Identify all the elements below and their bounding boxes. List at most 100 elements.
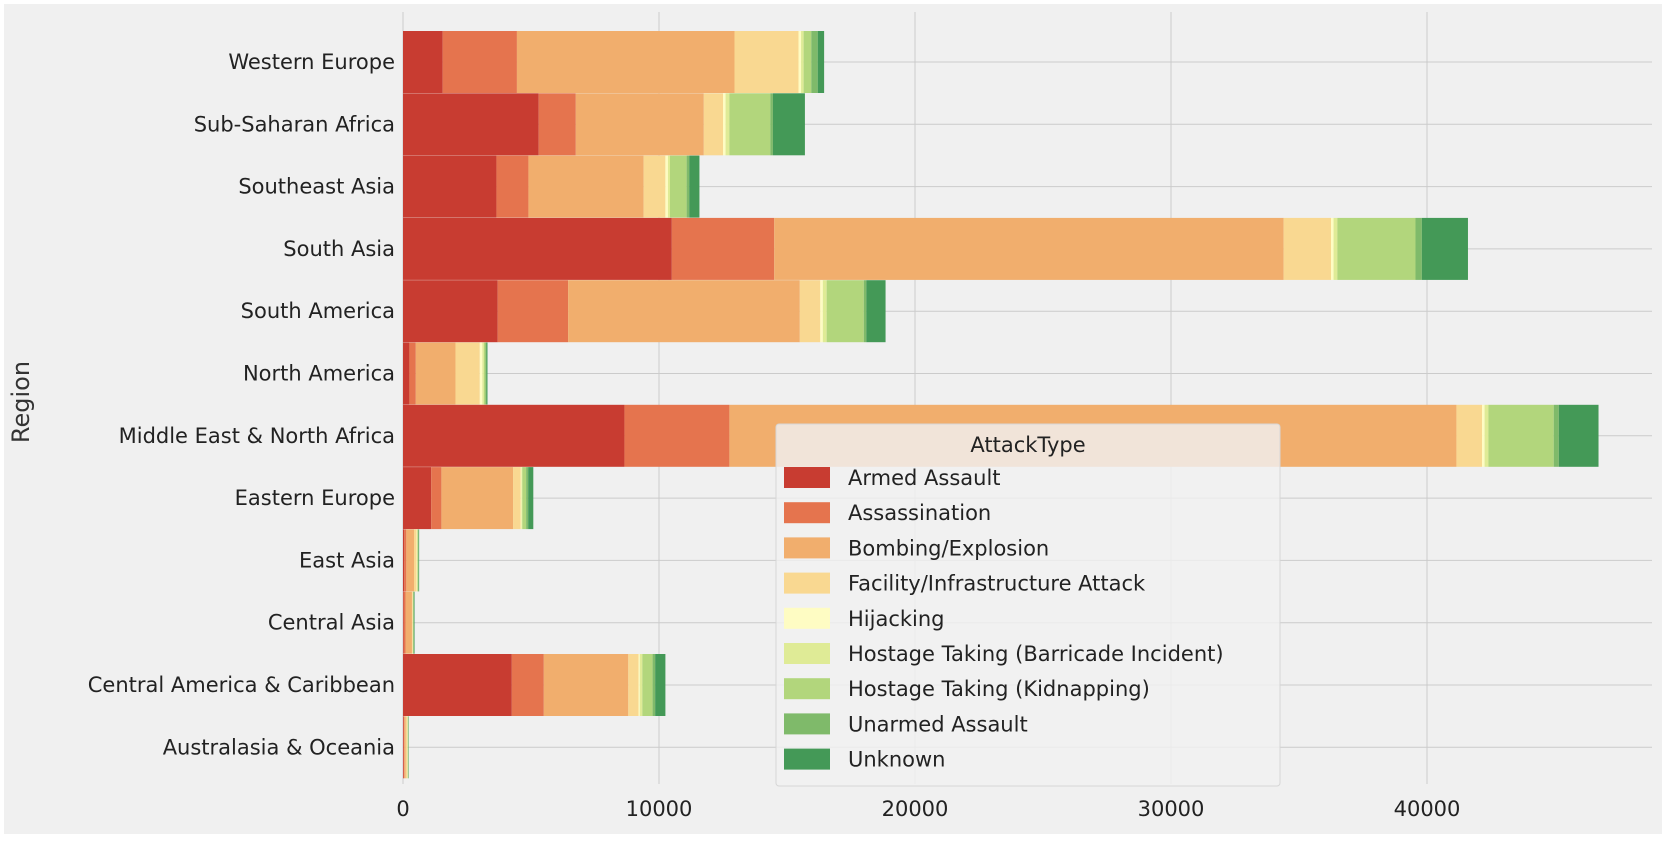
bar-southeast-asia-armed-assault [403, 156, 496, 218]
bar-central-america-and-caribbean-hijacking [639, 654, 640, 716]
x-tick-label-40000: 40000 [1394, 797, 1461, 821]
bar-north-america-hostage-taking-kidnapping [484, 343, 486, 405]
bar-central-america-and-caribbean-unarmed-assault [653, 654, 656, 716]
legend-swatch-unknown [784, 749, 830, 770]
y-tick-label-south-asia: South Asia [283, 237, 395, 261]
bar-central-america-and-caribbean-armed-assault [403, 654, 512, 716]
bar-western-europe-hostage-taking-kidnapping [804, 31, 812, 93]
bar-central-asia-facility-infrastructure-attack [412, 592, 413, 654]
bar-south-asia-facility-infrastructure-attack [1284, 218, 1331, 280]
bar-southeast-asia-assassination [496, 156, 528, 218]
bar-sub-saharan-africa-facility-infrastructure-attack [704, 93, 723, 155]
bar-north-america-hostage-taking-barricade-incident [482, 343, 484, 405]
bar-western-europe-bombing-explosion [517, 31, 735, 93]
y-tick-label-southeast-asia: Southeast Asia [238, 175, 395, 199]
bar-middle-east-and-north-africa-unarmed-assault [1554, 405, 1559, 467]
bar-south-asia-armed-assault [403, 218, 672, 280]
bar-central-america-and-caribbean-facility-infrastructure-attack [628, 654, 638, 716]
y-tick-label-north-america: North America [243, 362, 395, 386]
bar-australasia-and-oceania-facility-infrastructure-attack [406, 716, 408, 778]
legend-label-bombing-explosion: Bombing/Explosion [848, 536, 1049, 560]
bar-central-america-and-caribbean-unknown [655, 654, 665, 716]
bar-central-asia-armed-assault [403, 592, 404, 654]
bar-western-europe-unarmed-assault [811, 31, 817, 93]
bar-eastern-europe-armed-assault [403, 467, 431, 529]
bar-north-america-bombing-explosion [416, 343, 456, 405]
x-tick-label-0: 0 [396, 797, 409, 821]
x-tick-label-30000: 30000 [1138, 797, 1205, 821]
y-tick-label-central-asia: Central Asia [268, 611, 395, 635]
bar-central-america-and-caribbean-assassination [512, 654, 544, 716]
legend-swatch-facility-infrastructure-attack [784, 573, 830, 594]
bar-middle-east-and-north-africa-unknown [1559, 405, 1599, 467]
y-tick-label-australasia-and-oceania: Australasia & Oceania [163, 735, 395, 759]
bar-south-asia-unknown [1422, 218, 1468, 280]
bar-southeast-asia-hostage-taking-barricade-incident [668, 156, 670, 218]
bar-sub-saharan-africa-bombing-explosion [576, 93, 704, 155]
bar-eastern-europe-bombing-explosion [441, 467, 513, 529]
bar-southeast-asia-bombing-explosion [528, 156, 643, 218]
bar-middle-east-and-north-africa-armed-assault [403, 405, 624, 467]
bar-eastern-europe-unknown [528, 467, 533, 529]
bar-australasia-and-oceania-hostage-taking-kidnapping [408, 716, 409, 778]
legend-label-unarmed-assault: Unarmed Assault [848, 712, 1028, 736]
bar-east-asia-armed-assault [403, 529, 404, 591]
bar-australasia-and-oceania-armed-assault [403, 716, 404, 778]
bar-east-asia-hostage-taking-barricade-incident [417, 529, 418, 591]
bar-eastern-europe-unarmed-assault [526, 467, 528, 529]
bar-sub-saharan-africa-assassination [539, 93, 576, 155]
bar-central-asia-assassination [404, 592, 406, 654]
bar-western-europe-hostage-taking-barricade-incident [801, 31, 804, 93]
bar-east-asia-hijacking [417, 529, 418, 591]
bar-east-asia-hostage-taking-kidnapping [418, 529, 419, 591]
bar-middle-east-and-north-africa-assassination [624, 405, 729, 467]
legend-label-armed-assault: Armed Assault [848, 466, 1001, 490]
bar-central-asia-unknown [414, 592, 415, 654]
bar-sub-saharan-africa-unarmed-assault [770, 93, 773, 155]
bar-north-america-unarmed-assault [485, 343, 486, 405]
bar-southeast-asia-unknown [689, 156, 699, 218]
legend-swatch-bombing-explosion [784, 537, 830, 558]
bar-eastern-europe-assassination [431, 467, 441, 529]
bar-east-asia-unarmed-assault [418, 529, 419, 591]
bar-western-europe-unknown [818, 31, 824, 93]
bar-south-asia-hijacking [1331, 218, 1334, 280]
bar-south-asia-bombing-explosion [774, 218, 1283, 280]
bar-middle-east-and-north-africa-hostage-taking-kidnapping [1488, 405, 1553, 467]
bar-north-america-hijacking [480, 343, 483, 405]
legend-swatch-hostage-taking-barricade-incident [784, 643, 830, 664]
bar-middle-east-and-north-africa-hijacking [1482, 405, 1485, 467]
bar-eastern-europe-facility-infrastructure-attack [513, 467, 521, 529]
bar-southeast-asia-unarmed-assault [687, 156, 690, 218]
bar-central-america-and-caribbean-hostage-taking-kidnapping [642, 654, 652, 716]
legend-label-unknown: Unknown [848, 748, 945, 772]
bar-south-america-hostage-taking-kidnapping [827, 280, 864, 342]
bar-southeast-asia-hostage-taking-kidnapping [670, 156, 687, 218]
bar-sub-saharan-africa-hostage-taking-barricade-incident [726, 93, 730, 155]
y-tick-label-western-europe: Western Europe [228, 50, 395, 74]
bar-south-asia-hostage-taking-kidnapping [1337, 218, 1415, 280]
bar-middle-east-and-north-africa-facility-infrastructure-attack [1456, 405, 1482, 467]
legend-swatch-hostage-taking-kidnapping [784, 678, 830, 699]
bar-sub-saharan-africa-hostage-taking-kidnapping [729, 93, 770, 155]
bar-north-america-assassination [409, 343, 415, 405]
bar-western-europe-armed-assault [403, 31, 443, 93]
bar-north-america-armed-assault [403, 343, 409, 405]
legend-label-hijacking: Hijacking [848, 607, 945, 631]
legend-label-facility-infrastructure-attack: Facility/Infrastructure Attack [848, 572, 1146, 596]
bar-southeast-asia-facility-infrastructure-attack [644, 156, 666, 218]
legend-label-hostage-taking-barricade-incident: Hostage Taking (Barricade Incident) [848, 642, 1224, 666]
legend-label-assassination: Assassination [848, 501, 991, 525]
bar-western-europe-hijacking [799, 31, 802, 93]
y-tick-label-south-america: South America [241, 299, 395, 323]
bar-western-europe-facility-infrastructure-attack [735, 31, 799, 93]
bar-south-asia-assassination [672, 218, 774, 280]
bar-central-asia-hostage-taking-kidnapping [413, 592, 414, 654]
bar-sub-saharan-africa-unknown [773, 93, 805, 155]
bar-southeast-asia-hijacking [665, 156, 668, 218]
bar-eastern-europe-hostage-taking-barricade-incident [522, 467, 523, 529]
bar-central-america-and-caribbean-bombing-explosion [544, 654, 628, 716]
legend-title: AttackType [970, 433, 1085, 457]
bar-south-america-hijacking [820, 280, 823, 342]
